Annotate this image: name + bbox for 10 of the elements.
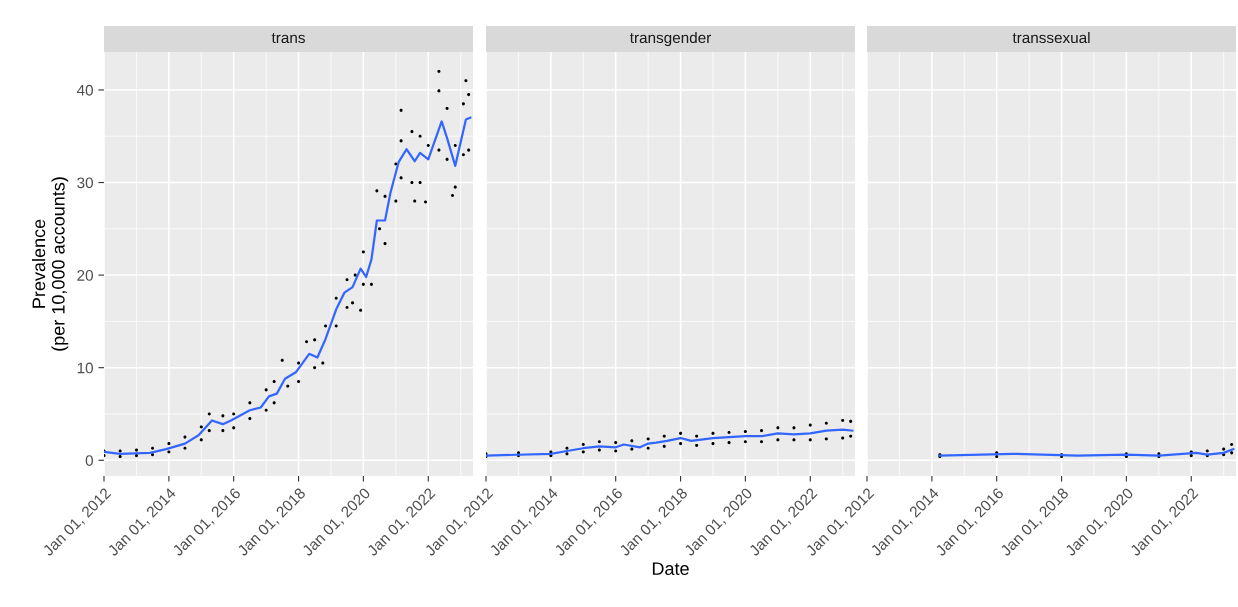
chart-title: transgender [629, 31, 712, 47]
y-tick-label: 0 [85, 455, 93, 466]
chart-title: trans [271, 33, 305, 44]
y-axis-title: Prevalence (per 10,000 accounts) [31, 177, 69, 351]
y-tick-label: 10 [77, 362, 93, 374]
y-tick-label: 30 [77, 177, 93, 189]
chart-title: transsexual [1012, 31, 1090, 44]
y-tick-label: 20 [77, 269, 93, 281]
x-axis-title: Date [652, 562, 689, 575]
y-tick-label: 40 [76, 84, 93, 96]
